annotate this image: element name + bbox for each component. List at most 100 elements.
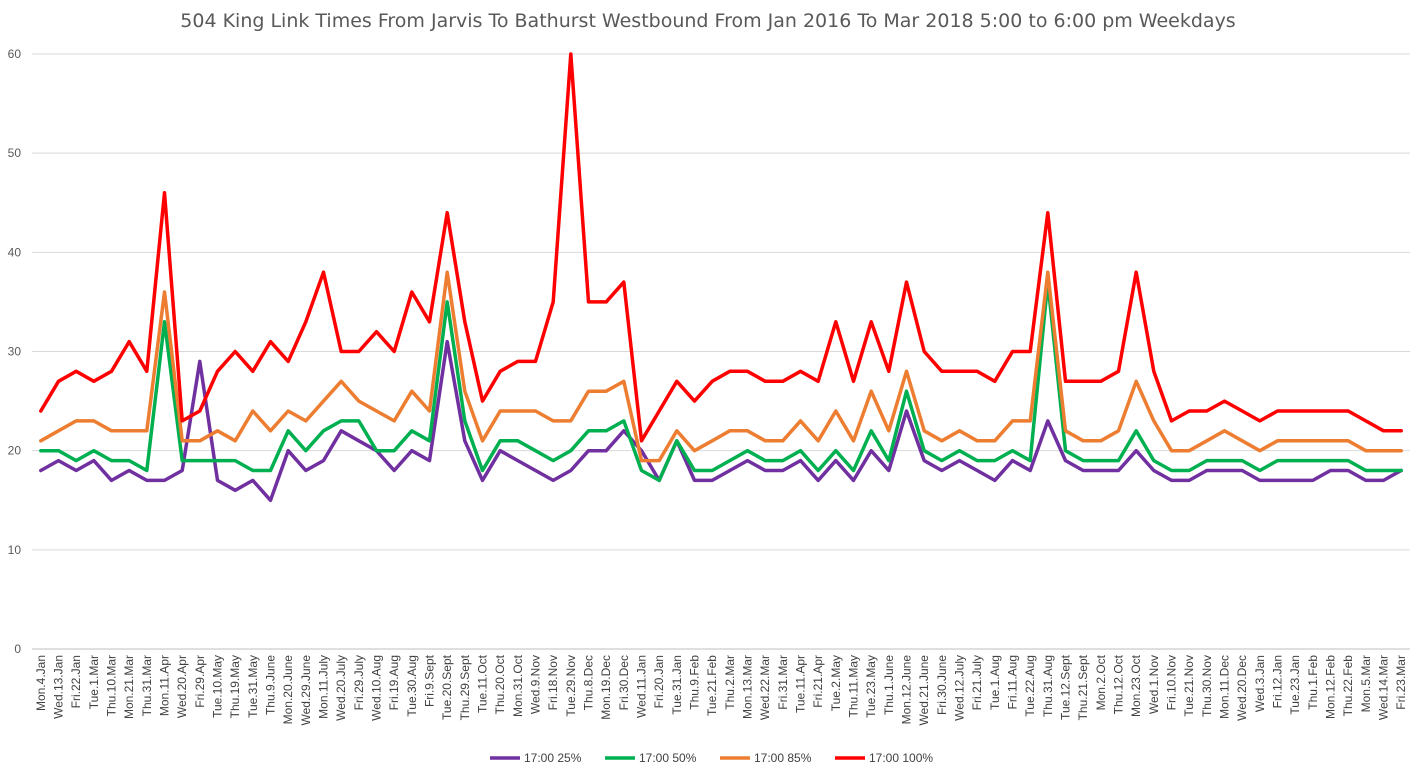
x-tick-label: Mon.4.Jan [34,655,48,711]
x-tick-label: Thu.9.June [264,655,278,715]
x-tick-label: Mon.13.Mar [741,655,755,719]
x-tick-label: Fri.31.Mar [776,655,790,710]
x-tick-label: Thu.19.May [228,655,242,718]
x-axis-ticks: Mon.4.Jan Wed.13.Jan Fri.22.Jan Tue.1.Mar Th… [34,654,1408,725]
x-tick-label: Wed.20.Apr [175,655,189,718]
x-tick-label: Tue.10.May [211,655,225,718]
x-tick-label: Wed.13.Jan [52,655,66,719]
legend-label: 17:00 50% [639,751,697,765]
x-tick-label: Thu.31.Aug [1041,655,1055,717]
x-tick-label: Tue.2.May [829,655,843,711]
x-tick-label: Mon.2.Oct [1094,654,1108,710]
x-tick-label: Thu.12.Oct [1112,654,1126,714]
x-tick-label: Thu.1.Feb [1306,655,1320,710]
chart-title: 504 King Link Times From Jarvis To Bathu… [180,10,1235,32]
x-tick-label: Mon.11.July [317,655,331,719]
gridlines [32,53,1410,650]
x-tick-label: Wed.14.Mar [1377,655,1391,720]
x-tick-label: Mon.12.June [900,655,914,725]
x-tick-label: Tue.20.Sept [440,654,454,720]
series-line-3 [39,270,1403,463]
y-axis-ticks: 0 10 20 30 40 50 60 [8,47,22,656]
x-tick-label: Wed.12.July [953,655,967,721]
y-tick-label: 60 [8,47,22,61]
x-tick-label: Fri.29.July [352,655,366,710]
y-tick-label: 30 [8,345,22,359]
x-tick-label: Thu.30.Nov [1200,655,1214,717]
legend-label: 17:00 85% [754,751,812,765]
x-tick-label: Fri.21.Apr [811,655,825,708]
x-tick-label: Wed.20.Dec [1235,655,1249,721]
x-tick-label: Mon.5.Mar [1359,655,1373,712]
x-tick-label: Mon.23.Oct [1129,654,1143,717]
x-tick-label: Fri.30.June [935,655,949,715]
x-tick-label: Thu.20.Oct [493,654,507,714]
x-tick-label: Wed.3.Jan [1253,655,1267,712]
y-tick-label: 50 [8,146,22,160]
x-tick-label: Fri.22.Jan [69,655,83,708]
x-tick-label: Thu.8.Dec [582,655,596,710]
x-tick-label: Wed.11.Jan [635,655,649,718]
x-tick-label: Thu.10.Mar [105,655,119,716]
legend-label: 17:00 100% [869,751,933,765]
x-tick-label: Tue.22.Aug [1023,655,1037,717]
legend-label: 17:00 25% [524,751,582,765]
x-tick-label: Tue.29.Nov [564,655,578,717]
x-tick-label: Fri.9.Sept [423,654,437,707]
x-tick-label: Mon.31.Oct [511,654,525,717]
x-tick-label: Tue.31.May [246,655,260,718]
x-tick-label: Wed.22.Mar [758,655,772,720]
x-tick-label: Fri.29.Apr [193,655,207,708]
x-tick-label: Wed.1.Nov [1147,655,1161,714]
y-tick-label: 20 [8,444,22,458]
x-tick-label: Tue.12.Sept [1059,654,1073,720]
x-tick-label: Fri.11.Aug [1006,655,1020,709]
x-tick-label: Tue.30.Aug [405,655,419,717]
x-tick-label: Fri.19.Aug [387,655,401,710]
x-tick-label: Wed.21.June [917,655,931,726]
x-tick-label: Tue.11.Oct [476,654,490,713]
x-tick-label: Thu.2.Mar [723,655,737,710]
x-tick-label: Tue.23.Jan [1288,655,1302,715]
y-tick-label: 10 [8,543,22,557]
x-tick-label: Tue.1.Aug [988,655,1002,710]
x-tick-label: Wed.10.Aug [370,655,384,721]
series-lines [39,52,1403,503]
x-tick-label: Tue.31.Jan [670,655,684,715]
x-tick-label: Fri.23.Mar [1394,655,1408,710]
x-tick-label: Thu.29.Sept [458,654,472,720]
x-tick-label: Thu.9.Feb [688,655,702,710]
x-tick-label: Wed.29.June [299,655,313,726]
x-tick-label: Fri.20.Jan [652,655,666,708]
x-tick-label: Fri.10.Nov [1165,655,1179,710]
x-tick-label: Tue.23.May [864,655,878,718]
x-tick-label: Thu.1.June [882,655,896,715]
x-tick-label: Tue.1.Mar [87,655,101,709]
x-tick-label: Wed.9.Nov [529,655,543,714]
x-tick-label: Mon.20.June [281,655,295,725]
x-tick-label: Fri.21.July [970,655,984,710]
x-tick-label: Thu.22.Feb [1341,655,1355,717]
x-tick-label: Mon.21.Mar [122,655,136,719]
legend: 17:00 25% 17:00 50% 17:00 85% 17:00 100% [490,751,933,765]
x-tick-label: Fri.12.Jan [1271,655,1285,708]
x-tick-label: Tue.11.Apr [794,655,808,713]
x-tick-label: Mon.11.Dec [1218,655,1232,719]
x-tick-label: Fri.30.Dec [617,655,631,710]
x-tick-label: Tue.21.Nov [1182,655,1196,717]
x-tick-label: Thu.21.Sept [1076,654,1090,720]
x-tick-label: Wed.20.July [334,655,348,721]
x-tick-label: Tue.21.Feb [705,655,719,716]
x-tick-label: Thu.11.May [847,655,861,717]
series-line-1 [39,339,1403,503]
x-tick-label: Fri.18.Nov [546,655,560,710]
x-tick-label: Mon.11.Apr [158,655,172,716]
series-line-4 [39,52,1403,443]
x-tick-label: Mon.19.Dec [599,655,613,720]
y-tick-label: 0 [14,642,21,656]
series-line-2 [39,280,1403,483]
x-tick-label: Mon.12.Feb [1324,655,1338,719]
x-tick-label: Thu.31.Mar [140,655,154,716]
y-tick-label: 40 [8,245,22,259]
